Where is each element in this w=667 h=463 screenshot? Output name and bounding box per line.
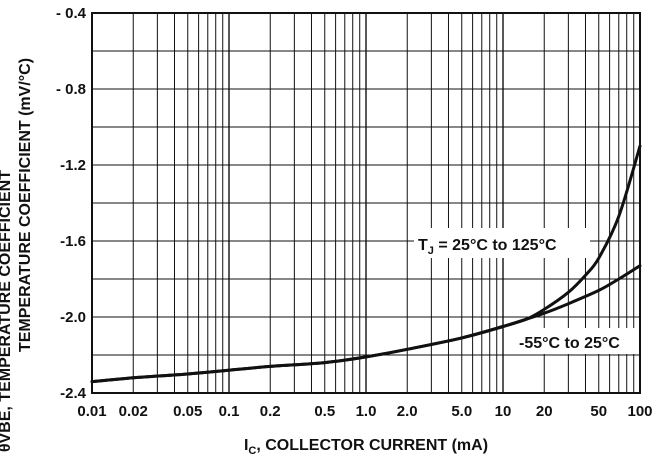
y-tick-label: -1.2 [60, 157, 86, 174]
x-tick-label: 0.01 [77, 403, 106, 420]
y-tick-label: -2.4 [60, 385, 87, 402]
x-tick-label: 0.02 [119, 403, 148, 420]
x-tick-label: 1.0 [356, 403, 377, 420]
x-tick-label: 10 [495, 403, 512, 420]
plot-frame [91, 12, 641, 394]
series-line-2 [90, 264, 642, 384]
x-tick-label: 100 [627, 403, 652, 420]
x-tick-label: 0.2 [260, 403, 281, 420]
annotation-cold-box [515, 328, 635, 354]
annotation-hot: TJ = 25°C to 125°C [418, 237, 557, 257]
x-tick-label: 0.1 [219, 403, 240, 420]
x-tick-label: 0.5 [314, 403, 335, 420]
x-tick-label: 5.0 [451, 403, 472, 420]
annotation-hot-box [414, 228, 590, 258]
x-axis-title: IC, COLLECTOR CURRENT (mA) [244, 437, 488, 457]
series-layer [90, 144, 642, 384]
y-tick-label: -2.0 [60, 309, 86, 326]
y-axis-title-line1: θVBE, TEMPERATURE COEFFICIENT [0, 170, 14, 452]
y-tick-label: -1.6 [60, 233, 86, 250]
x-tick-label: 20 [536, 403, 553, 420]
x-tick-label: 0.05 [173, 403, 202, 420]
y-tick-labels: - 0.4 - 0.8 -1.2 -1.6 -2.0 -2.4 [56, 5, 87, 402]
x-tick-label: 2.0 [397, 403, 418, 420]
y-axis-title-line2: TEMPERATURE COEFFICIENT (mV/°C) [17, 58, 34, 352]
y-tick-label: - 0.8 [56, 81, 86, 98]
x-tick-label: 50 [590, 403, 607, 420]
annotation-cold: -55°C to 25°C [519, 335, 620, 352]
y-tick-label: - 0.4 [56, 5, 87, 22]
x-tick-labels: 0.01 0.02 0.05 0.1 0.2 0.5 1.0 2.0 5.0 10 20 50 100 [77, 403, 652, 420]
